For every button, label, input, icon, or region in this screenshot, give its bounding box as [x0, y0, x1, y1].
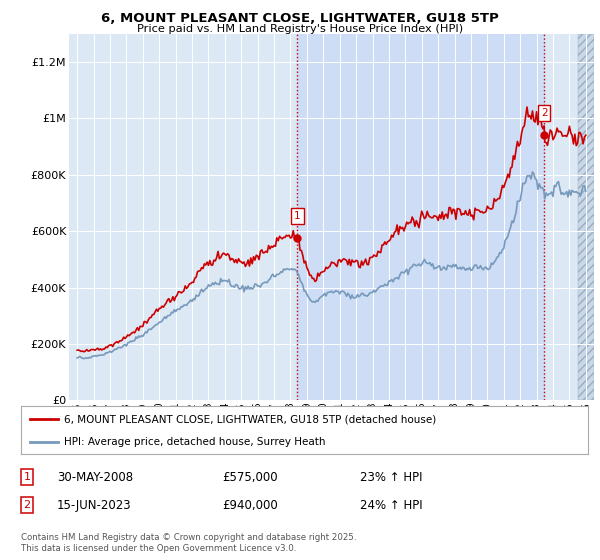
- Text: 30-MAY-2008: 30-MAY-2008: [57, 470, 133, 484]
- Bar: [298, 34, 544, 400]
- Text: 24% ↑ HPI: 24% ↑ HPI: [360, 498, 422, 512]
- Text: 1: 1: [294, 211, 301, 221]
- Text: 15-JUN-2023: 15-JUN-2023: [57, 498, 131, 512]
- Bar: [578, 34, 594, 400]
- Bar: [578, 34, 594, 400]
- Text: 2: 2: [23, 500, 31, 510]
- Text: 6, MOUNT PLEASANT CLOSE, LIGHTWATER, GU18 5TP (detached house): 6, MOUNT PLEASANT CLOSE, LIGHTWATER, GU1…: [64, 414, 436, 424]
- Text: HPI: Average price, detached house, Surrey Heath: HPI: Average price, detached house, Surr…: [64, 437, 325, 447]
- Text: £575,000: £575,000: [222, 470, 278, 484]
- Text: 2: 2: [541, 108, 547, 118]
- Text: 6, MOUNT PLEASANT CLOSE, LIGHTWATER, GU18 5TP: 6, MOUNT PLEASANT CLOSE, LIGHTWATER, GU1…: [101, 12, 499, 25]
- Text: 23% ↑ HPI: 23% ↑ HPI: [360, 470, 422, 484]
- Text: Contains HM Land Registry data © Crown copyright and database right 2025.
This d: Contains HM Land Registry data © Crown c…: [21, 533, 356, 553]
- Text: 1: 1: [23, 472, 31, 482]
- Text: Price paid vs. HM Land Registry's House Price Index (HPI): Price paid vs. HM Land Registry's House …: [137, 24, 463, 34]
- Text: £940,000: £940,000: [222, 498, 278, 512]
